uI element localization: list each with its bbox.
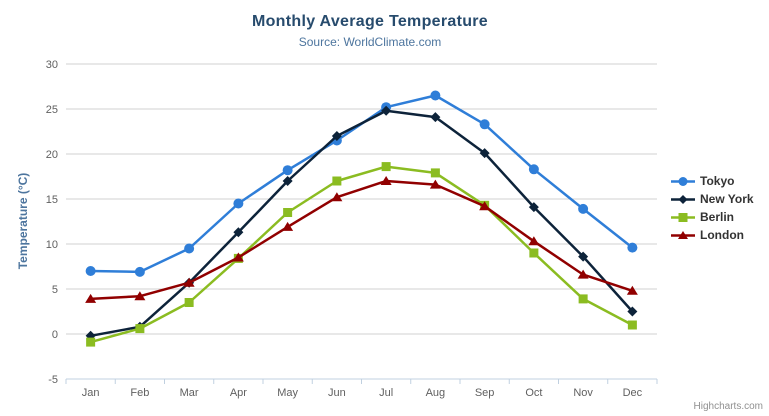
data-point-berlin[interactable] (332, 176, 342, 186)
legend-marker (678, 212, 688, 222)
data-point-new-york[interactable] (282, 176, 293, 186)
legend-marker (678, 176, 688, 186)
data-point-tokyo[interactable] (479, 119, 490, 130)
data-point-london[interactable] (380, 176, 392, 185)
data-point-berlin[interactable] (283, 208, 293, 217)
legend-label: Berlin (700, 210, 735, 224)
data-point-berlin[interactable] (627, 320, 637, 330)
legend-marker (678, 194, 688, 204)
y-axis-label: 25 (46, 104, 58, 116)
data-point-tokyo[interactable] (282, 165, 293, 176)
data-point-tokyo[interactable] (233, 198, 244, 209)
y-axis-label: 10 (46, 239, 58, 251)
legend-label: New York (700, 192, 754, 206)
y-axis-label: -5 (48, 374, 58, 386)
y-axis-label: 0 (52, 329, 58, 341)
credits-link[interactable]: Highcharts.com (693, 401, 763, 412)
series-london (85, 176, 638, 303)
data-point-tokyo[interactable] (528, 164, 539, 175)
data-point-london[interactable] (429, 179, 441, 189)
x-axis-label: Oct (525, 387, 542, 399)
data-point-london[interactable] (85, 293, 97, 303)
data-point-berlin[interactable] (184, 298, 194, 307)
legend: Tokyo New York Berlin London (671, 174, 754, 246)
data-point-tokyo[interactable] (184, 243, 195, 254)
y-axis-label: 20 (46, 149, 58, 161)
legend-item-tokyo[interactable]: Tokyo (671, 174, 754, 188)
series-line-new-york[interactable] (89, 109, 634, 338)
x-axis-label: May (277, 387, 298, 399)
y-axis-label: 15 (46, 194, 58, 206)
data-point-berlin[interactable] (135, 324, 145, 334)
legend-item-new-york[interactable]: New York (671, 192, 754, 206)
circle-marker-icon (671, 176, 695, 186)
chart-menu-button[interactable] (733, 20, 758, 36)
data-point-berlin[interactable] (430, 168, 440, 178)
data-point-london[interactable] (183, 277, 195, 287)
data-point-london[interactable] (626, 285, 638, 295)
x-axis-label: Feb (130, 387, 149, 399)
legend-item-berlin[interactable]: Berlin (671, 210, 754, 224)
data-point-tokyo[interactable] (627, 242, 638, 253)
data-point-new-york[interactable] (528, 202, 539, 213)
legend-item-london[interactable]: London (671, 228, 754, 242)
data-point-london[interactable] (282, 221, 294, 231)
series-new-york (85, 105, 638, 341)
y-axis-label: 5 (52, 284, 58, 296)
diamond-marker-icon (671, 194, 695, 204)
series-line-london[interactable] (89, 179, 634, 301)
series-line-tokyo[interactable] (89, 94, 634, 274)
chart-subtitle: Source: WorldClimate.com (298, 35, 442, 49)
data-point-tokyo[interactable] (430, 90, 441, 101)
x-axis-label: Aug (426, 387, 446, 399)
x-axis-label: Jun (328, 387, 346, 399)
data-point-london[interactable] (232, 252, 244, 262)
data-point-new-york[interactable] (233, 227, 244, 238)
data-point-new-york[interactable] (479, 148, 490, 159)
data-point-tokyo[interactable] (85, 266, 96, 276)
legend-label: Tokyo (700, 174, 735, 188)
legend-marker (678, 230, 688, 239)
data-point-new-york[interactable] (331, 131, 342, 141)
y-axis-title: Temperature (°C) (16, 172, 30, 270)
chart-title: Monthly Average Temperature (251, 13, 488, 30)
y-axis-label: 30 (46, 59, 58, 71)
data-point-london[interactable] (331, 192, 343, 202)
data-point-tokyo[interactable] (578, 203, 589, 214)
series-tokyo (85, 90, 638, 277)
legend-label: London (700, 228, 744, 242)
data-point-new-york[interactable] (381, 105, 392, 116)
data-point-tokyo[interactable] (134, 266, 145, 277)
data-point-berlin[interactable] (381, 162, 391, 172)
x-axis-label: Jul (379, 387, 393, 399)
x-axis-label: Mar (180, 387, 199, 399)
data-point-london[interactable] (528, 236, 540, 246)
data-point-berlin[interactable] (529, 248, 539, 258)
data-point-new-york[interactable] (627, 306, 638, 317)
x-axis-label: Apr (230, 387, 247, 399)
data-point-london[interactable] (479, 201, 491, 211)
data-point-london[interactable] (577, 269, 589, 279)
data-point-new-york[interactable] (578, 251, 589, 262)
x-axis-label: Jan (82, 387, 100, 399)
square-marker-icon (671, 212, 695, 222)
data-point-london[interactable] (134, 291, 146, 301)
x-axis-label: Dec (623, 387, 643, 399)
x-axis-label: Nov (573, 387, 593, 399)
x-axis-label: Sep (475, 387, 495, 399)
data-point-berlin[interactable] (86, 337, 96, 347)
data-point-berlin[interactable] (578, 294, 588, 304)
series-line-berlin[interactable] (89, 165, 634, 344)
data-point-new-york[interactable] (430, 112, 441, 123)
triangle-marker-icon (671, 230, 695, 239)
